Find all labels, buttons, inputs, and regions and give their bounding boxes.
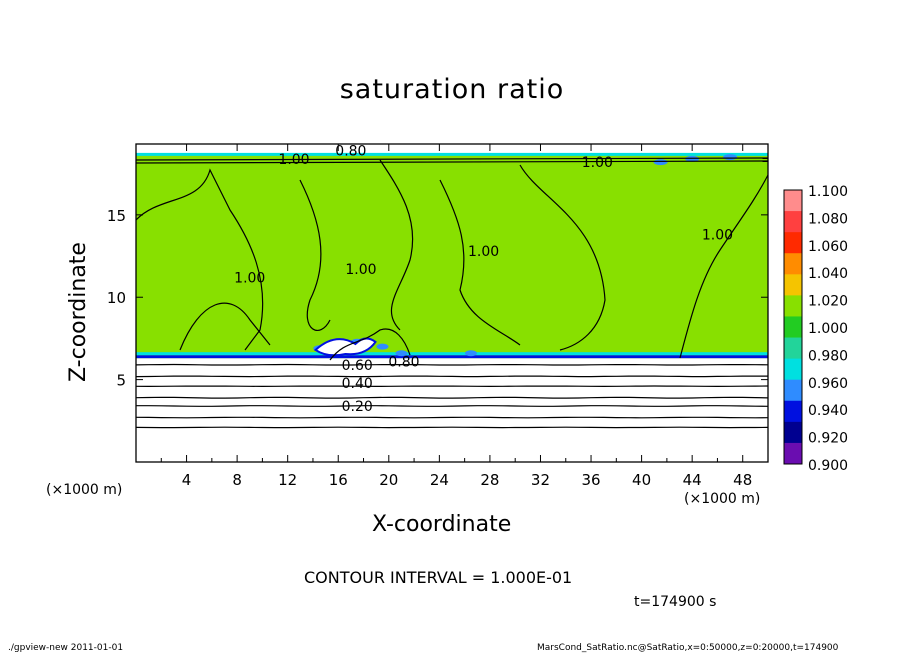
colorbar-label: 1.080: [808, 211, 848, 227]
colorbar-frame: [783, 189, 803, 465]
layer-base-band: [136, 355, 768, 359]
colorbar-swatch: [784, 337, 802, 360]
saturation-contour: [519, 164, 606, 351]
x-tick-label: 16: [329, 471, 348, 489]
x-tick-label: 20: [379, 471, 398, 489]
contour-label: 1.00: [234, 270, 265, 286]
saturation-contour: [439, 179, 521, 346]
plot-frame: [135, 143, 769, 463]
colorbar-label: 1.040: [808, 266, 848, 282]
contour-line: [136, 396, 768, 399]
subsaturated-pocket: [464, 350, 477, 357]
subsaturated-pocket: [395, 350, 408, 357]
colorbar-swatch: [784, 379, 802, 402]
x-tick-label: 28: [480, 471, 499, 489]
colorbar-label: 0.980: [808, 348, 848, 364]
colorbar-swatch: [784, 442, 802, 465]
x-tick-label: 12: [278, 471, 297, 489]
layer-base-edge: [136, 352, 768, 356]
contour-line: [136, 363, 768, 366]
time-label: t=174900 s: [634, 594, 717, 610]
colorbar-label: 1.020: [808, 294, 848, 310]
colorbar-label: 1.060: [808, 239, 848, 255]
x-tick-label: 24: [430, 471, 449, 489]
x-unit-left: (×1000 m): [46, 482, 123, 498]
y-axis-label: Z-coordinate: [66, 242, 91, 382]
chart-title: saturation ratio: [339, 74, 565, 105]
colorbar-swatch: [784, 421, 802, 444]
saturation-contour: [379, 159, 414, 331]
saturation-contour: [329, 328, 411, 361]
layer-top-edge: [136, 152, 768, 156]
x-tick-label: 4: [182, 471, 192, 489]
contour-label: 0.20: [342, 399, 373, 415]
x-tick-label: 44: [683, 471, 702, 489]
footer-right: MarsCond_SatRatio.nc@SatRatio,x=0:50000,…: [537, 643, 839, 653]
subsaturated-pocket: [376, 343, 389, 350]
colorbar-swatch: [784, 295, 802, 317]
saturation-contour: [179, 302, 271, 351]
contour-line: [136, 416, 768, 419]
x-tick-label: 32: [531, 471, 550, 489]
contour-label: 0.40: [342, 376, 373, 392]
saturation-contour: [299, 179, 331, 331]
colorbar-swatch: [784, 358, 802, 381]
colorbar-swatch: [784, 274, 802, 296]
saturation-contour: [136, 168, 264, 351]
colorbar-swatch: [784, 190, 802, 212]
colorbar-swatch: [784, 211, 802, 233]
colorbar-label: 1.100: [808, 184, 848, 200]
colorbar-label: 0.920: [808, 431, 848, 447]
x-tick-label: 36: [581, 471, 600, 489]
top-boundary-contour: [136, 160, 768, 164]
y-tick-label: 5: [116, 372, 126, 390]
colorbar-swatch: [784, 232, 802, 254]
saturated-layer: [136, 153, 768, 359]
contour-line: [136, 375, 768, 378]
colorbar-swatch: [784, 253, 802, 275]
contour-label: 1.00: [582, 155, 613, 171]
colorbar-swatch: [784, 400, 802, 423]
top-boundary-contour: [136, 157, 768, 161]
saturation-contour: [679, 174, 768, 359]
top-pocket: [723, 154, 738, 161]
contour-label: 1.00: [702, 228, 733, 244]
contour-line: [136, 405, 768, 407]
x-tick-label: 40: [632, 471, 651, 489]
contour-interval: CONTOUR INTERVAL = 1.000E-01: [304, 568, 573, 587]
contour-label: 0.80: [335, 144, 366, 160]
colorbar-swatch: [784, 316, 802, 339]
x-unit-right: (×1000 m): [684, 491, 761, 507]
x-tick-label: 8: [232, 471, 242, 489]
colorbar-label: 1.000: [808, 321, 848, 337]
colorbar-label: 0.900: [808, 458, 848, 474]
x-tick-label: 48: [733, 471, 752, 489]
y-tick-label: 15: [107, 207, 126, 225]
contour-label: 1.00: [468, 244, 499, 260]
footer-left: ./gpview-new 2011-01-01: [8, 643, 124, 653]
x-axis-label: X-coordinate: [372, 512, 512, 537]
contour-label: 0.60: [342, 358, 373, 374]
colorbar-label: 0.960: [808, 376, 848, 392]
y-tick-label: 10: [107, 289, 126, 307]
top-pocket: [653, 159, 668, 166]
contour-label: 1.00: [278, 152, 309, 168]
colorbar-label: 0.940: [808, 403, 848, 419]
contour-label: 0.80: [388, 354, 419, 370]
contour-label: 1.00: [345, 262, 376, 278]
